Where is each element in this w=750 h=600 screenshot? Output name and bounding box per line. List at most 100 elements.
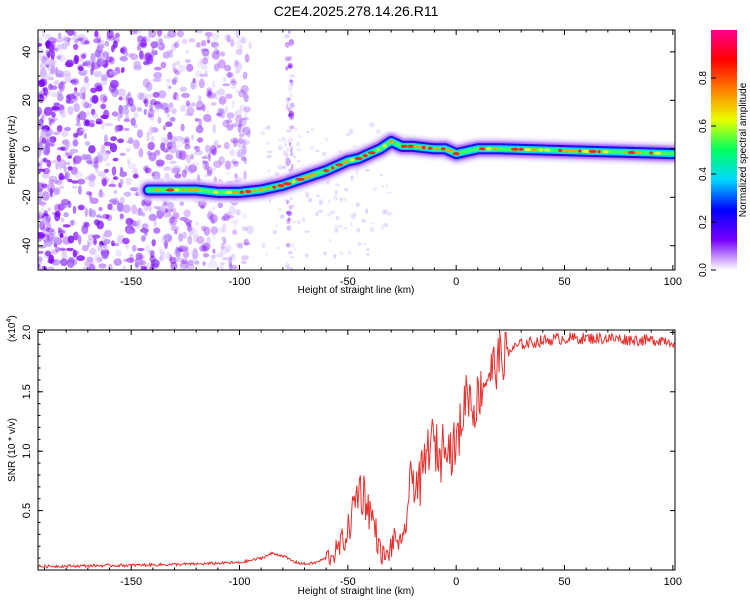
noise-speck <box>318 200 322 204</box>
noise-speck <box>196 42 201 48</box>
ridge-hotspot <box>239 190 244 194</box>
noise-speck <box>166 50 172 54</box>
noise-speck <box>383 222 389 228</box>
noise-speck <box>225 64 230 70</box>
noise-speck <box>154 50 158 56</box>
noise-speck <box>242 213 247 220</box>
noise-speck <box>148 108 155 118</box>
noise-speck <box>101 151 109 162</box>
noise-speck <box>99 189 103 198</box>
noise-speck <box>302 217 306 223</box>
noise-speck <box>350 213 357 219</box>
ridge-hotspot <box>588 149 597 153</box>
noise-speck <box>200 48 209 52</box>
noise-speck <box>91 94 99 104</box>
noise-speck <box>235 209 241 216</box>
noise-speck <box>329 239 332 242</box>
noise-speck <box>73 171 83 179</box>
noise-speck <box>113 258 122 266</box>
snr-panel: -150 -100 -50 0 50 100 0.5 1.0 1.5 2.0 Height of… <box>6 315 682 597</box>
noise-speck <box>93 156 99 165</box>
noise-speck <box>233 265 240 270</box>
noise-speck <box>72 231 79 241</box>
x-tick-label: -150 <box>120 276 142 288</box>
noise-speck <box>151 263 155 268</box>
ridge-hotspot <box>362 154 368 158</box>
noise-speck <box>355 202 360 208</box>
noise-speck <box>147 249 155 255</box>
noise-speck <box>96 44 105 49</box>
noise-speck <box>144 244 151 252</box>
noise-speck <box>93 160 99 169</box>
noise-speck <box>238 123 243 128</box>
noise-speck <box>202 261 206 266</box>
noise-speck <box>160 102 169 111</box>
ridge-hotspot <box>467 149 472 153</box>
noise-speck <box>38 198 43 203</box>
noise-speck <box>220 261 224 270</box>
noise-speck <box>59 80 67 85</box>
noise-speck <box>334 189 338 196</box>
noise-speck <box>131 244 137 252</box>
noise-speck <box>179 201 184 207</box>
noise-speck <box>90 157 97 168</box>
noise-speck <box>203 226 211 236</box>
noise-speck <box>241 154 246 161</box>
ridge-hotspot <box>213 190 219 194</box>
noise-speck <box>243 156 247 165</box>
noise-speck <box>61 139 70 146</box>
colorbar-tick-label: 0.8 <box>698 71 709 85</box>
noise-speck <box>210 149 214 154</box>
noise-speck <box>185 49 189 54</box>
noise-speck <box>90 258 94 268</box>
snr-frame <box>37 329 676 571</box>
noise-speck <box>38 168 46 172</box>
noise-speck <box>315 194 320 198</box>
noise-speck <box>209 145 217 155</box>
noise-speck <box>188 259 194 266</box>
noise-speck <box>174 70 181 76</box>
noise-speck <box>151 172 155 177</box>
noise-speck <box>233 161 239 167</box>
noise-speck <box>282 150 287 156</box>
noise-speck <box>211 51 220 60</box>
noise-speck <box>104 229 112 238</box>
noise-speck <box>207 209 212 214</box>
ridge-hotspot <box>207 189 211 194</box>
ridge-hotspot <box>421 146 426 150</box>
noise-speck <box>172 212 180 220</box>
noise-speck <box>176 39 180 45</box>
ridge-hotspot <box>350 158 355 162</box>
noise-speck <box>206 87 213 94</box>
noise-speck <box>73 31 77 37</box>
noise-speck <box>171 116 177 123</box>
noise-speck <box>139 50 144 60</box>
noise-speck <box>306 130 310 134</box>
noise-speck <box>350 175 354 181</box>
noise-speck <box>43 106 53 116</box>
noise-speck <box>147 113 152 118</box>
noise-speck <box>365 169 370 172</box>
noise-speck <box>218 156 225 165</box>
noise-speck <box>162 211 171 218</box>
streak-speck <box>287 217 291 222</box>
noise-speck <box>207 118 213 124</box>
noise-speck <box>163 201 168 206</box>
noise-speck <box>80 128 88 132</box>
streak-speck <box>287 64 293 69</box>
noise-speck <box>120 47 125 54</box>
noise-speck <box>84 141 91 146</box>
noise-speck <box>119 196 125 205</box>
noise-speck <box>196 30 203 34</box>
noise-speck <box>43 239 53 247</box>
noise-speck <box>72 155 82 165</box>
ridge-hotspot <box>155 188 160 192</box>
streak-speck <box>284 56 291 62</box>
noise-speck <box>345 132 351 136</box>
noise-speck <box>207 211 214 220</box>
colorbar-tick-label: 0.6 <box>698 119 709 133</box>
noise-speck <box>96 35 102 43</box>
noise-speck <box>43 210 48 216</box>
noise-speck <box>166 82 172 92</box>
noise-speck <box>38 182 44 192</box>
